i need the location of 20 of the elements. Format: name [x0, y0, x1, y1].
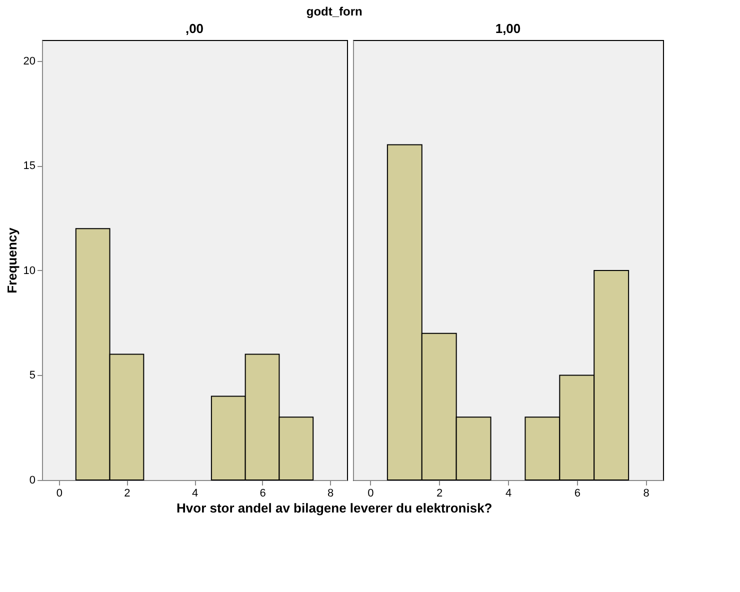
- chart-title: ,00: [185, 21, 204, 36]
- x-tick-label: 6: [260, 488, 266, 500]
- legend-title: godt_forn: [306, 4, 362, 18]
- x-tick-label: 2: [436, 488, 443, 500]
- x-tick-label: 6: [574, 488, 580, 500]
- y-tick-label: 0: [29, 474, 36, 486]
- y-tick-label: 5: [29, 370, 36, 382]
- x-tick-label: 8: [643, 488, 650, 500]
- x-tick-label: 0: [56, 488, 63, 500]
- x-tick-label: 4: [505, 488, 512, 500]
- y-axis-title: Frequency: [4, 226, 20, 294]
- y-tick-label: 20: [23, 55, 36, 68]
- x-tick-label: 2: [124, 488, 130, 500]
- x-tick-label: 4: [192, 488, 198, 500]
- y-tick-label: 10: [23, 264, 36, 277]
- x-axis-title: Hvor stor andel av bilagene leverer du elektronisk?: [176, 500, 492, 516]
- x-tick-label: 8: [327, 488, 334, 500]
- y-tick-label: 15: [23, 160, 36, 172]
- chart-title: 1,00: [495, 21, 521, 36]
- x-tick-label: 0: [368, 488, 374, 500]
